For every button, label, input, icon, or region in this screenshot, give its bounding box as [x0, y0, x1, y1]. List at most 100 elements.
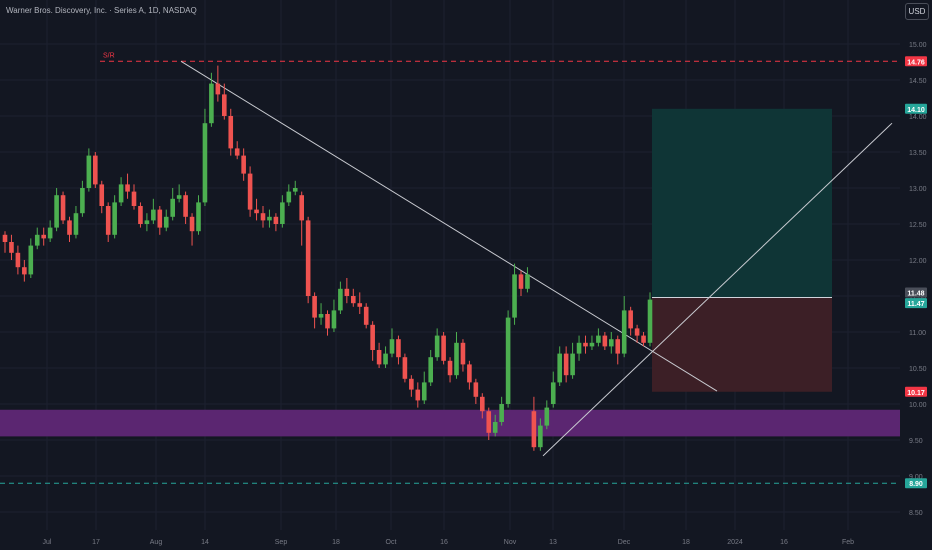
time-tick-label: Oct — [386, 539, 397, 546]
price-label-value: 11.47 — [907, 301, 924, 308]
candle-body — [125, 184, 130, 192]
descending-trendline[interactable] — [180, 60, 718, 392]
currency-button[interactable]: USD — [905, 3, 929, 20]
candle-body — [409, 378, 414, 390]
candle-body — [260, 213, 266, 221]
candle-body — [9, 242, 14, 253]
candle-body — [641, 335, 646, 343]
price-label-value: 11.48 — [907, 290, 924, 297]
ascending-trendline[interactable] — [542, 122, 893, 457]
time-axis[interactable]: Jul 17 Aug 14 Sep 18 Oct 16 Nov 13 Dec 18 2024 16 Feb — [0, 530, 932, 550]
candle-body — [228, 116, 234, 149]
time-tick-label: Jul — [43, 539, 52, 546]
candle-body — [131, 191, 137, 206]
candle-body — [280, 202, 285, 224]
price-tick-label: 14.00 — [909, 114, 927, 121]
candle-body — [583, 342, 588, 347]
candle-body — [34, 234, 40, 246]
candle-body — [86, 155, 92, 188]
price-tick-label: 8.50 — [909, 510, 923, 517]
candle-body — [2, 234, 8, 242]
candle-body — [151, 209, 156, 221]
candle-body — [525, 274, 530, 289]
candle-body — [557, 353, 562, 383]
candle-body — [447, 360, 453, 376]
candle-body — [157, 209, 163, 228]
candle-body — [576, 342, 582, 354]
candle-body — [550, 382, 556, 404]
candle-body — [60, 195, 66, 221]
time-tick-label: Feb — [842, 539, 854, 546]
candle-body — [357, 303, 363, 307]
candle-body — [415, 389, 421, 401]
candle-body — [544, 407, 550, 426]
candle-body — [176, 195, 182, 199]
candle-body — [628, 310, 633, 329]
price-tick-label: 13.00 — [909, 186, 927, 193]
candle-body — [383, 353, 388, 365]
time-tick-label: 18 — [332, 539, 340, 546]
candle-body — [512, 274, 517, 318]
candle-body — [312, 296, 317, 318]
price-label-value: 8.90 — [909, 481, 923, 488]
price-label-value: 14.10 — [907, 107, 925, 114]
time-tick-label: Dec — [618, 539, 631, 546]
candle-body — [305, 220, 311, 296]
candle-body — [80, 188, 85, 214]
price-tick-label: 9.50 — [909, 438, 923, 445]
candle-body — [421, 382, 427, 401]
price-axis[interactable]: 15.00 14.50 14.00 13.50 13.00 12.50 12.00 11.50… — [900, 0, 932, 530]
price-labels: 14.76 14.10 11.48 11.47 10.17 8.90 — [905, 56, 927, 489]
chart-grid — [0, 0, 900, 530]
candle-body — [196, 202, 201, 232]
chart-title: Warner Bros. Discovery, Inc. · Series A,… — [6, 6, 197, 15]
demand-zone — [0, 409, 900, 437]
price-label-value: 14.76 — [907, 59, 925, 66]
time-axis-background — [0, 530, 932, 550]
candle-body — [434, 335, 440, 358]
candle-body — [189, 216, 195, 232]
candle-body — [344, 288, 350, 296]
resistance-label: S/R — [103, 52, 115, 59]
candle-body — [28, 245, 34, 275]
price-tick-label: 14.50 — [909, 78, 927, 85]
candle-body — [376, 350, 382, 365]
price-label-tag — [905, 298, 927, 309]
candle-body — [647, 299, 653, 343]
candle-body — [486, 411, 492, 433]
price-tick-label: 13.50 — [909, 150, 927, 157]
candle-body — [138, 206, 143, 224]
price-label-tag — [905, 56, 927, 67]
price-label-tag — [905, 287, 927, 298]
candle-body — [183, 195, 188, 217]
candle-body — [589, 342, 595, 347]
price-label-tag — [905, 478, 927, 489]
candle-body — [112, 202, 117, 235]
candle-body — [602, 335, 608, 347]
time-tick-label: 18 — [682, 539, 690, 546]
candle-body — [241, 155, 246, 174]
candle-body — [273, 216, 279, 224]
candle-body — [299, 195, 304, 221]
long-position-target-zone[interactable] — [652, 108, 832, 298]
long-position-stop-zone[interactable] — [652, 297, 832, 392]
candle-body — [209, 83, 214, 124]
candle-body — [563, 353, 569, 376]
candle-body — [318, 314, 324, 318]
candle-body — [609, 339, 614, 347]
candle-body — [54, 195, 59, 228]
candle-body — [492, 422, 498, 433]
candle-body — [47, 227, 53, 239]
price-axis-background — [900, 0, 932, 530]
candle-body — [467, 364, 472, 383]
candle-body — [389, 339, 395, 354]
price-tick-label: 9.00 — [909, 474, 923, 481]
candle-body — [99, 184, 105, 206]
candle-body — [22, 267, 27, 275]
candle-body — [73, 213, 79, 235]
price-label-tag — [905, 386, 927, 397]
price-label-tag — [905, 103, 927, 114]
candle-body — [621, 310, 627, 354]
candle-body — [634, 328, 640, 336]
